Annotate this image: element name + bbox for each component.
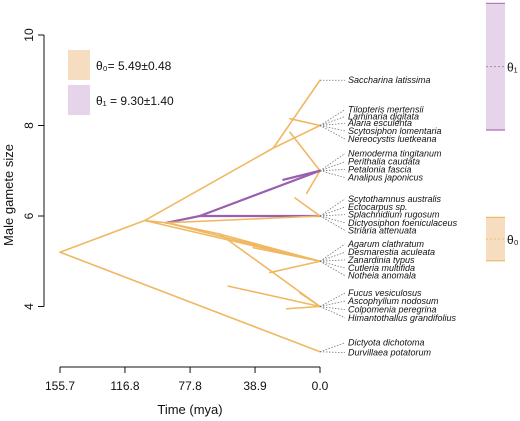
y-tick-label-3: 10 [22, 28, 36, 42]
tip-label-19: Notheia anomala [348, 271, 416, 281]
regime-label-1: θ₀ [507, 233, 519, 247]
legend: θ₀= 5.49±0.48 θ₁ = 9.30±1.40 [68, 50, 174, 115]
y-tick-label-0: 4 [22, 303, 36, 310]
branch-0 [59, 251, 321, 353]
branch-3 [272, 79, 321, 149]
tree-branches [59, 79, 322, 353]
tip-label-22: Colpomenia peregrina [348, 305, 437, 315]
tip-label-17: Zanardinia typus [347, 255, 415, 265]
tip-label-3: Alaria esculenta [347, 118, 412, 128]
tip-label-21: Ascophyllum nodosum [347, 296, 439, 306]
tip-leader-21 [319, 300, 346, 307]
tip-label-9: Analipus japonicus [347, 173, 424, 183]
tip-leader-13 [319, 215, 346, 224]
tip-labels: Saccharina latissima Tilopteris mertensii… [319, 75, 458, 358]
branch-1 [59, 219, 146, 253]
y-axis-title: Male gamete size [1, 144, 16, 246]
tip-leader-3 [319, 122, 346, 126]
tip-label-16: Desmarestia aculeata [348, 247, 435, 257]
branch-23 [299, 292, 321, 308]
tip-leader-1 [319, 109, 346, 126]
tip-leader-14 [319, 215, 346, 231]
tip-label-18: Cutleria multifida [348, 263, 415, 273]
tip-leader-25 [319, 351, 346, 354]
tip-label-2: Laminaria digitata [348, 111, 419, 121]
regime-label-0: θ₁ [507, 61, 518, 75]
tip-leader-15 [319, 243, 346, 262]
branch-19 [305, 169, 321, 195]
tip-leader-4 [319, 125, 346, 132]
tip-label-0: Saccharina latissima [348, 75, 431, 85]
branch-21 [294, 197, 321, 217]
branch-2 [143, 147, 275, 222]
y-tick-label-2: 8 [22, 122, 36, 129]
branch-24 [285, 305, 321, 310]
legend-label-1: θ₁ = 9.30±1.40 [96, 94, 174, 108]
tip-leader-20 [319, 292, 346, 307]
tip-leader-12 [319, 214, 346, 217]
tip-leader-18 [319, 260, 346, 269]
tip-leader-2 [319, 116, 346, 126]
tip-label-13: Dictyosiphon foeniculaceus [348, 218, 458, 228]
tip-leader-17 [319, 259, 346, 262]
branch-6 [165, 214, 201, 224]
tip-label-7: Perithalia caudata [348, 157, 420, 167]
branch-14 [143, 219, 321, 263]
tip-leader-6 [319, 153, 346, 172]
x-axis-title: Time (mya) [157, 402, 222, 417]
x-tick-label-3: 38.9 [243, 379, 267, 393]
x-tick-label-4: 0.0 [312, 379, 329, 393]
branch-18 [289, 131, 321, 172]
tip-leader-16 [319, 251, 346, 262]
tip-label-6: Nemoderma tingitanum [348, 149, 442, 159]
tip-leader-9 [319, 170, 346, 178]
branch-16 [269, 260, 321, 274]
tip-leader-24 [319, 342, 346, 353]
x-tick-label-1: 116.8 [110, 379, 139, 393]
axes: 155.7 116.8 77.8 38.9 0.0 4 6 8 10 [22, 28, 328, 393]
legend-label-0: θ₀= 5.49±0.48 [96, 59, 172, 73]
branch-22 [252, 246, 321, 263]
branch-15 [227, 285, 321, 308]
tip-label-15: Agarum clathratum [347, 239, 425, 249]
tip-label-14: Striaria attenuata [348, 225, 417, 235]
branch-9 [165, 215, 321, 224]
tip-label-12: Splachnidium rugosum [348, 210, 440, 220]
tip-leader-7 [319, 161, 346, 172]
tip-label-1: Tilopteris mertensii [348, 105, 424, 115]
tip-label-10: Scytothamnus australis [348, 194, 442, 204]
tip-label-20: Fucus vesiculosus [348, 288, 422, 298]
tip-leader-19 [319, 260, 346, 277]
branch-4 [272, 124, 321, 149]
branch-11 [165, 221, 221, 235]
tip-leader-8 [319, 168, 346, 172]
branch-17 [289, 117, 321, 127]
tip-label-23: Himantothallus grandifolius [348, 313, 457, 323]
tip-label-5: Nereocystis luetkeana [348, 134, 437, 144]
branch-20 [282, 169, 322, 181]
x-tick-label-0: 155.7 [45, 379, 75, 393]
tip-label-8: Petalonia fascia [348, 164, 412, 174]
legend-swatch-0 [68, 50, 90, 80]
x-tick-label-2: 77.8 [178, 379, 202, 393]
tip-leader-22 [319, 306, 346, 311]
branch-7 [198, 169, 322, 218]
tip-label-4: Scytosiphon lomentaria [348, 126, 442, 136]
y-tick-label-1: 6 [22, 212, 36, 219]
tip-label-11: Ectocarpus sp. [348, 202, 408, 212]
tip-leader-10 [319, 198, 346, 217]
tip-leader-5 [319, 125, 346, 140]
legend-swatch-1 [68, 85, 90, 115]
tip-label-25: Durvillaea potatorum [348, 348, 432, 358]
regime-bars: θ₁ θ₀ [486, 2, 519, 262]
tip-label-24: Dictyota dichotoma [348, 338, 425, 348]
tip-leader-11 [319, 206, 346, 217]
